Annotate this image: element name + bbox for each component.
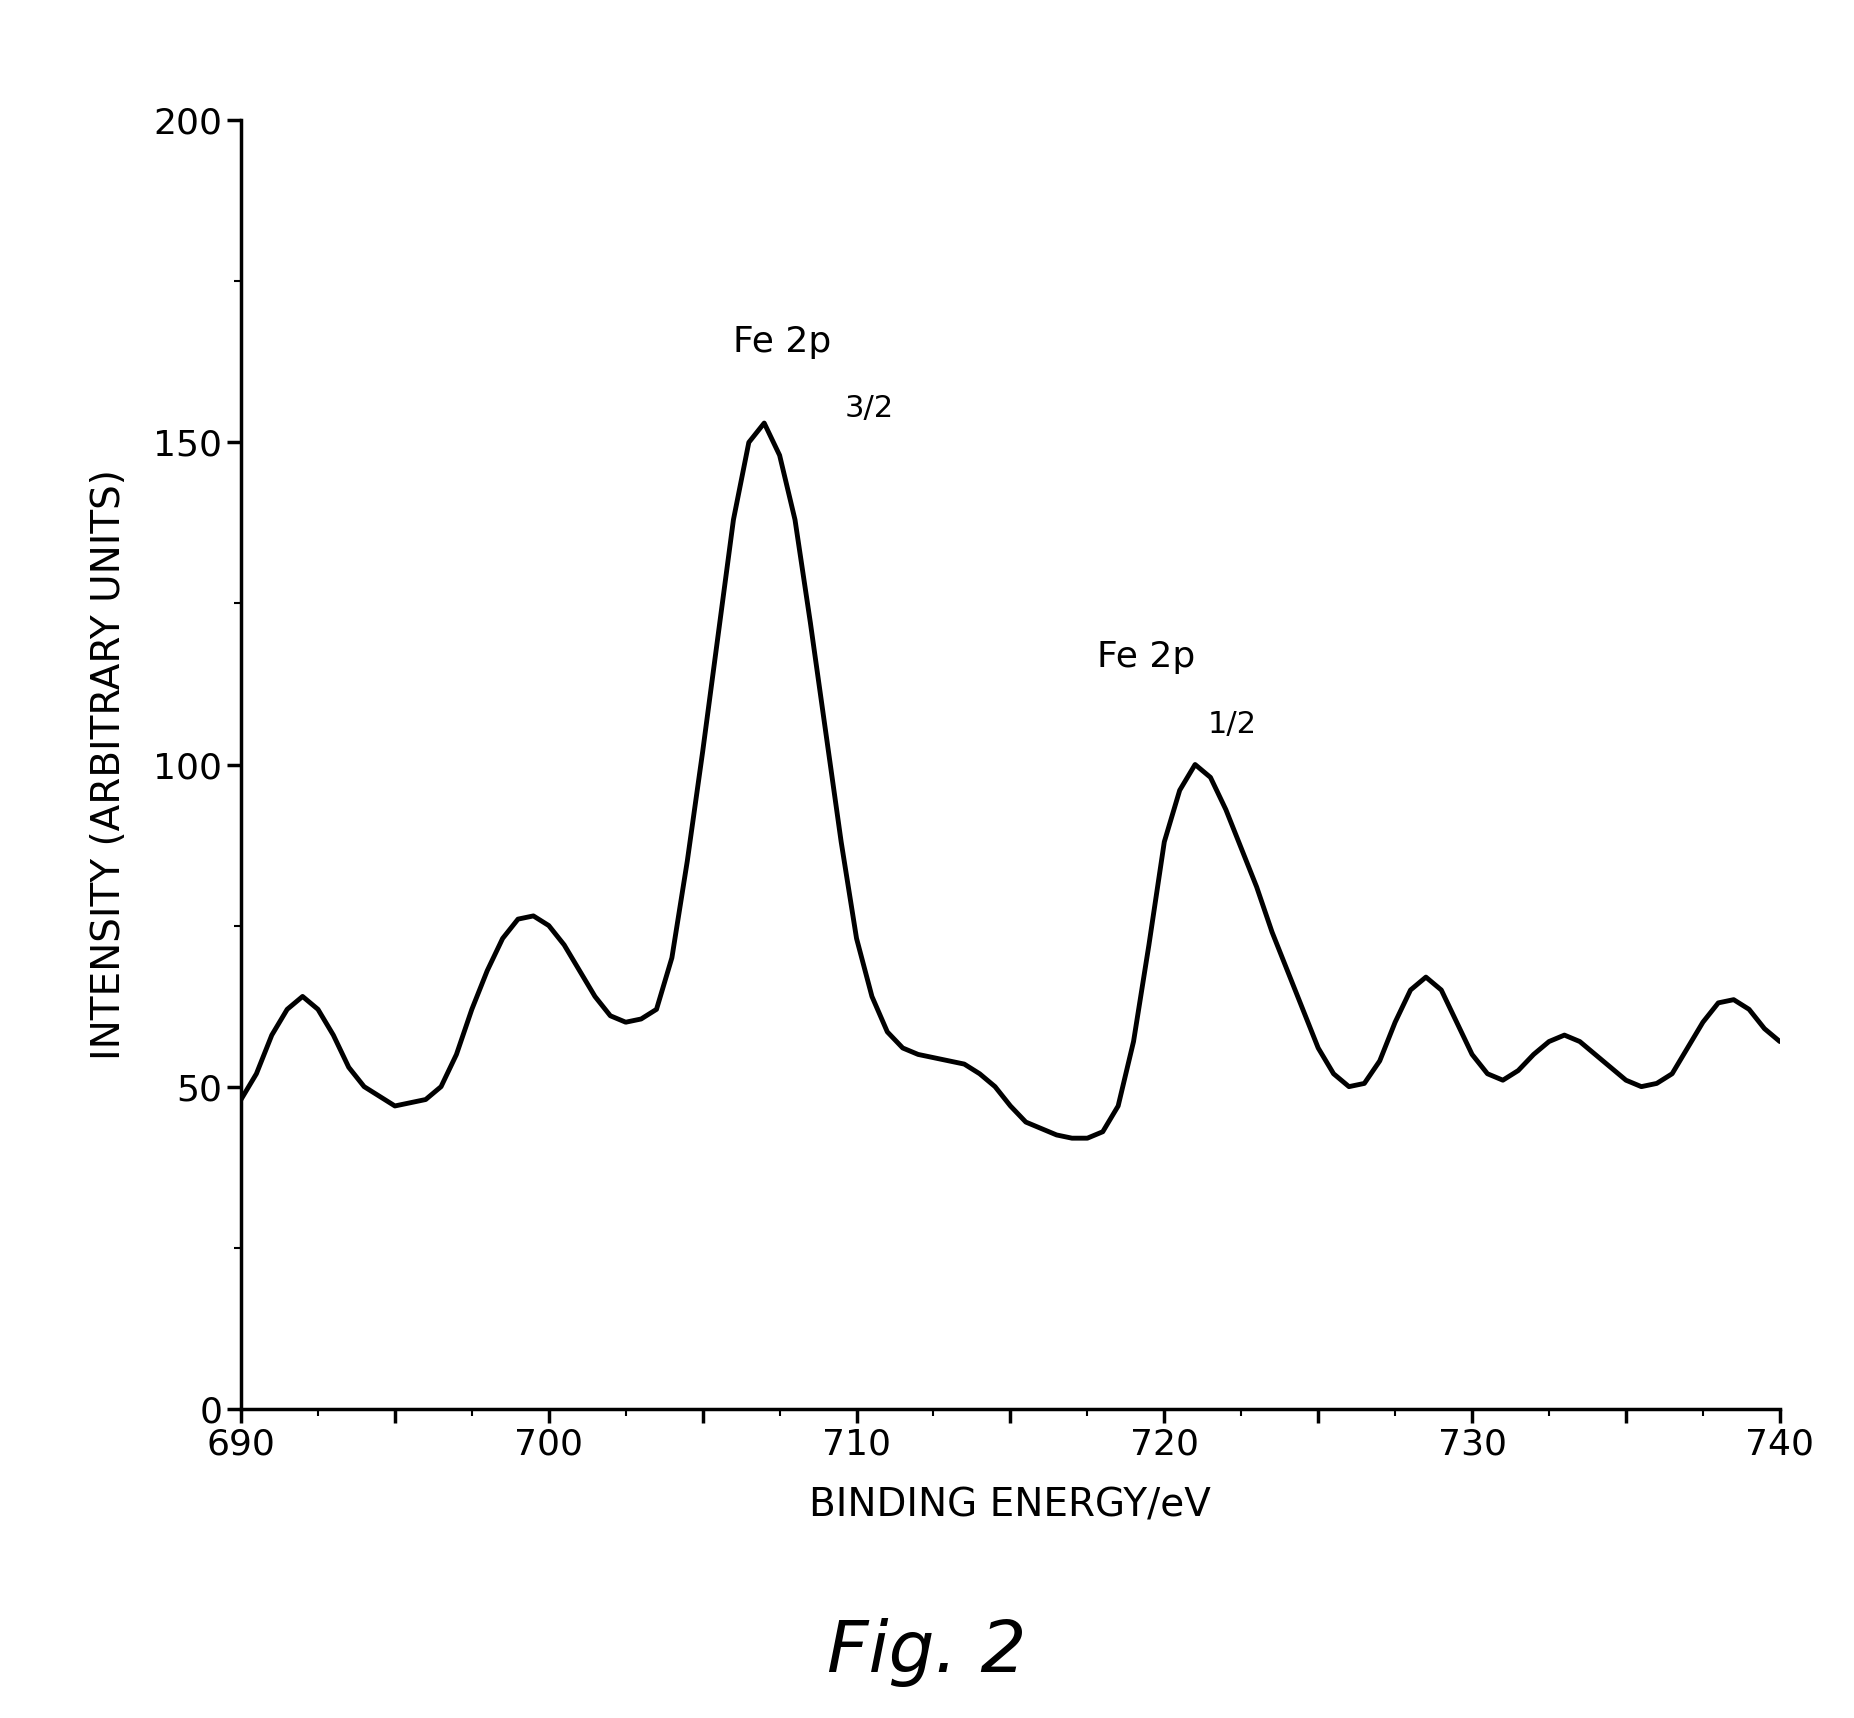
Y-axis label: INTENSITY (ARBITRARY UNITS): INTENSITY (ARBITRARY UNITS) xyxy=(91,469,128,1060)
Text: Fe 2p: Fe 2p xyxy=(1096,641,1194,675)
Text: Fe 2p: Fe 2p xyxy=(734,325,832,359)
Text: 3/2: 3/2 xyxy=(844,393,894,423)
X-axis label: BINDING ENERGY/eV: BINDING ENERGY/eV xyxy=(810,1486,1211,1524)
Text: Fig. 2: Fig. 2 xyxy=(827,1618,1027,1687)
Text: 1/2: 1/2 xyxy=(1207,710,1257,739)
